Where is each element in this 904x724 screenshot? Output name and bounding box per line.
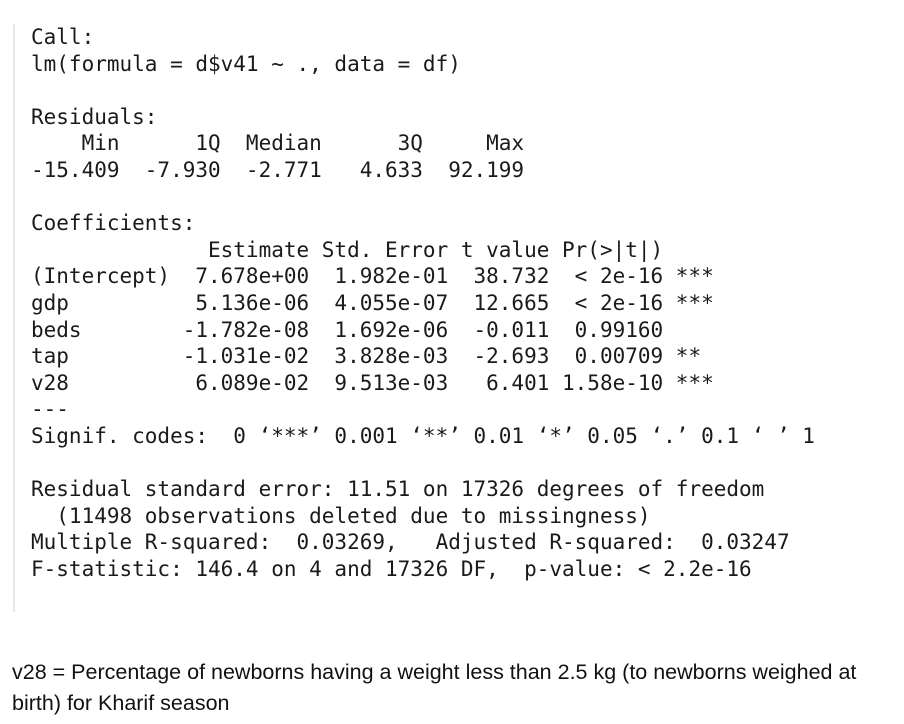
- coef-row-gdp: gdp 5.136e-06 4.055e-07 12.665 < 2e-16 *…: [31, 290, 714, 315]
- separator-line: ---: [31, 397, 69, 422]
- missingness-note: (11498 observations deleted due to missi…: [31, 503, 651, 528]
- residuals-heading: Residuals:: [31, 104, 158, 129]
- coefficients-heading: Coefficients:: [31, 211, 196, 236]
- coef-row-tap: tap -1.031e-02 3.828e-03 -2.693 0.00709 …: [31, 344, 714, 369]
- coef-row-beds: beds -1.782e-08 1.692e-06 -0.011 0.99160: [31, 317, 714, 342]
- variable-caption: v28 = Percentage of newborns having a we…: [12, 660, 857, 715]
- signif-codes: Signif. codes: 0 ‘***’ 0.001 ‘**’ 0.01 ‘…: [31, 423, 815, 448]
- coefficients-header-row: Estimate Std. Error t value Pr(>|t|): [31, 237, 714, 262]
- residual-standard-error: Residual standard error: 11.51 on 17326 …: [31, 477, 765, 502]
- blank-line: [31, 450, 815, 477]
- regression-summary: Call: lm(formula = d$v41 ~ ., data = df) R…: [31, 24, 815, 582]
- r-squared-line: Multiple R-squared: 0.03269, Adjusted R-…: [31, 530, 803, 555]
- blank-line: [31, 184, 815, 211]
- call-formula: lm(formula = d$v41 ~ ., data = df): [31, 51, 461, 76]
- call-heading: Call:: [31, 25, 95, 49]
- f-statistic-line: F-statistic: 146.4 on 4 and 17326 DF, p-…: [31, 556, 752, 581]
- r-console-output: Call: lm(formula = d$v41 ~ ., data = df) R…: [13, 24, 885, 612]
- blank-line: [31, 77, 815, 104]
- residuals-values-row: -15.409 -7.930 -2.771 4.633 92.199: [31, 157, 537, 182]
- coef-row-v28: v28 6.089e-02 9.513e-03 6.401 1.58e-10 *…: [31, 370, 714, 395]
- residuals-header-row: Min 1Q Median 3Q Max: [31, 131, 537, 156]
- coef-row-intercept: (Intercept) 7.678e+00 1.982e-01 38.732 <…: [31, 264, 714, 289]
